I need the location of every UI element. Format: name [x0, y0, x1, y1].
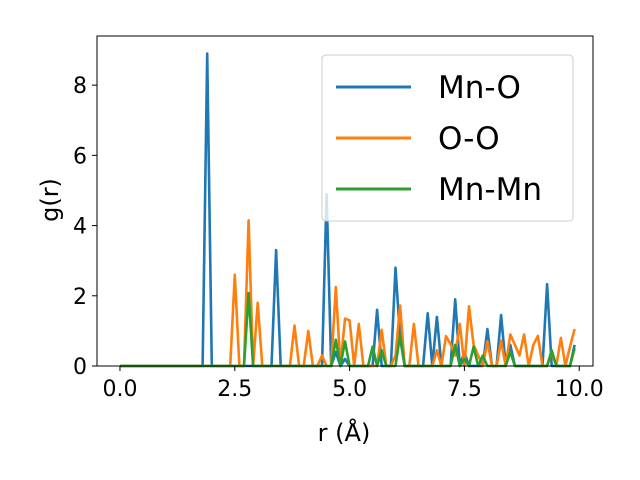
- x-tick-label: 2.5: [217, 377, 252, 402]
- y-tick-label: 2: [73, 285, 87, 310]
- x-axis-label: r (Å): [318, 418, 371, 447]
- y-tick-label: 0: [73, 355, 87, 380]
- legend-box: [321, 54, 574, 222]
- x-tick-label: 0.0: [102, 377, 137, 402]
- y-tick-label: 8: [73, 74, 87, 99]
- legend-label: Mn-O: [438, 70, 521, 106]
- series-line-o-o: [120, 219, 576, 368]
- legend-label: Mn-Mn: [438, 172, 542, 208]
- plot-frame: [96, 35, 594, 367]
- legend-label: O-O: [438, 121, 500, 157]
- y-tick-label: 4: [73, 215, 87, 240]
- x-tick-label: 5.0: [332, 377, 367, 402]
- legend: Mn-O O-O Mn-Mn: [321, 54, 574, 222]
- x-tick-label: 7.5: [447, 377, 482, 402]
- ticks-layer: 0.0 2.5 5.0 7.5 10.0 0 2 4 6 8: [73, 74, 604, 402]
- y-axis-label: g(r): [36, 178, 64, 222]
- x-tick-label: 10.0: [555, 377, 604, 402]
- y-tick-label: 6: [73, 144, 87, 169]
- axes-layer: [96, 35, 594, 367]
